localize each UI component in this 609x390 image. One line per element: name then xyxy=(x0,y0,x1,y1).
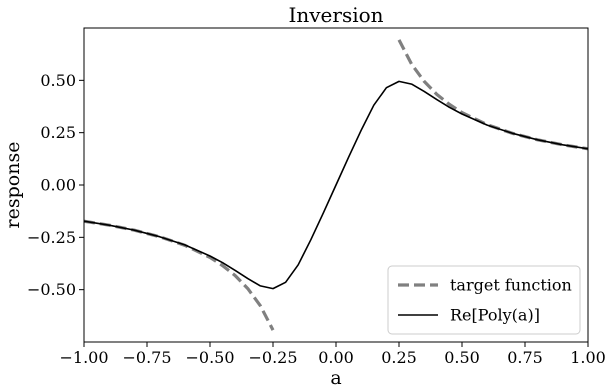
x-tick-label: 0.50 xyxy=(444,348,480,367)
legend-label: target function xyxy=(450,276,572,295)
legend-label: Re[Poly(a)] xyxy=(450,306,540,325)
x-tick-label: 1.00 xyxy=(570,348,606,367)
x-tick-label: −0.50 xyxy=(185,348,234,367)
y-tick-label: 0.00 xyxy=(40,176,76,195)
x-tick-label: −1.00 xyxy=(59,348,108,367)
y-tick-label: −0.25 xyxy=(27,228,76,247)
series-line-re-poly-0 xyxy=(84,80,588,290)
x-tick-label: −0.75 xyxy=(122,348,171,367)
x-axis-title: a xyxy=(330,367,341,389)
y-axis-title: response xyxy=(2,142,24,229)
y-tick-label: −0.50 xyxy=(27,280,76,299)
y-tick-label: 0.50 xyxy=(40,71,76,90)
series-layer xyxy=(84,39,588,331)
legend-box xyxy=(387,265,581,335)
x-tick-label: 0.75 xyxy=(507,348,543,367)
ticks-layer: −1.00 −0.75 −0.50 −0.25 0.00 0.25 0.50 0.75 1.00… xyxy=(27,71,606,367)
x-tick-label: −0.25 xyxy=(248,348,297,367)
chart-title: Inversion xyxy=(288,3,383,27)
x-tick-label: 0.25 xyxy=(381,348,417,367)
y-tick-label: 0.25 xyxy=(40,123,76,142)
series-line-target-function-1 xyxy=(397,39,588,151)
legend: target function Re[Poly(a)] xyxy=(387,265,581,335)
x-tick-label: 0.00 xyxy=(318,348,354,367)
